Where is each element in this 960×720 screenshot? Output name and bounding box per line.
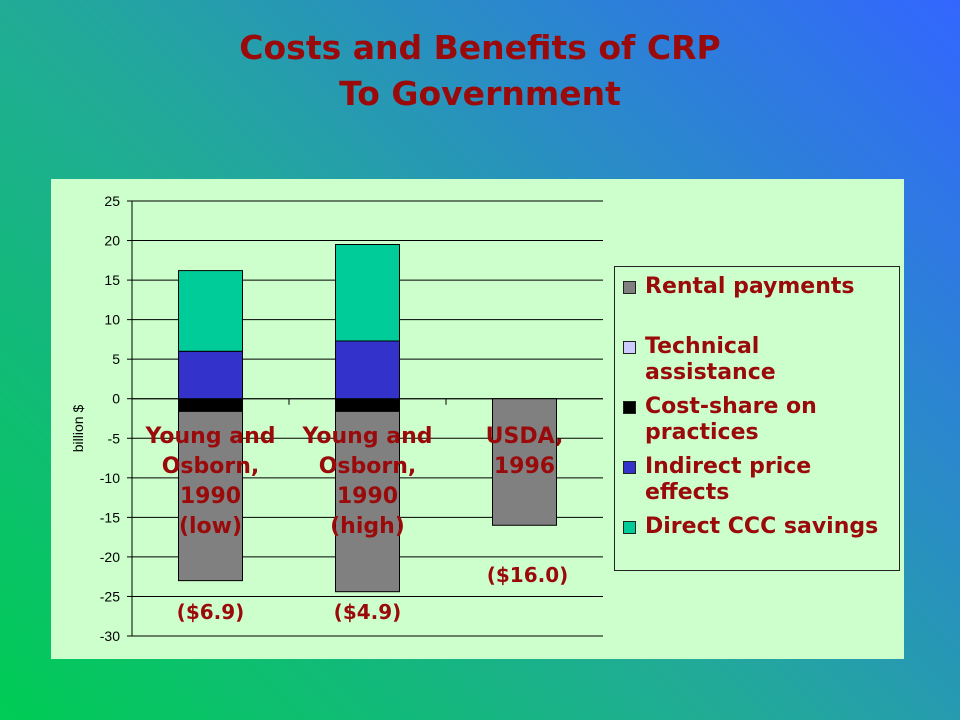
bar-direct-ccc-savings [178, 270, 243, 352]
stacked-bar-chart: 25 20 15 10 5 0 -5 -10 -15 -20 -25 -30 billion $ Youn… [70, 193, 603, 644]
category-label: Young and Osborn, 1990 (high) [301, 424, 432, 539]
legend-swatch [623, 461, 636, 474]
y-tick-label: 15 [104, 272, 120, 288]
bar-cost-share-on [335, 398, 400, 412]
y-tick-label: -30 [100, 628, 120, 644]
legend-swatch [623, 401, 636, 414]
legend-swatch [623, 341, 636, 354]
legend-label: Indirect price effects [645, 454, 812, 505]
y-tick-label: -10 [100, 470, 120, 486]
bar-direct-ccc-savings [335, 244, 400, 342]
slide-title-line-2: To Government [339, 74, 621, 113]
bar-indirect-price [178, 350, 243, 400]
legend-label: Cost-share on practices [645, 394, 817, 445]
legend-swatch [623, 281, 636, 294]
y-tick-label: -5 [108, 430, 121, 446]
y-tick-label: -25 [100, 588, 120, 604]
net-value-label: ($4.9) [334, 600, 402, 624]
slide-title-line-1: Costs and Benefits of CRP [239, 28, 721, 67]
y-tick-label: 0 [112, 391, 120, 407]
chart-panel: 25 20 15 10 5 0 -5 -10 -15 -20 -25 -30 billion $ Youn… [51, 179, 904, 659]
category-label: USDA, 1996 [486, 424, 564, 479]
y-tick-label: -15 [100, 509, 120, 525]
category-label: Young and Osborn, 1990 (low) [144, 424, 275, 539]
y-tick-label: 25 [104, 193, 120, 209]
y-tick-label: 20 [104, 233, 120, 249]
y-tick-label: 5 [112, 351, 120, 367]
bar-rental-payments [335, 410, 400, 593]
bar-indirect-price [335, 340, 400, 400]
bar-cost-share-on [178, 398, 243, 412]
net-value-label: ($6.9) [177, 600, 245, 624]
legend-label: Technical assistance [645, 334, 776, 385]
legend-label: Direct CCC savings [645, 514, 879, 539]
legend-label: Rental payments [645, 274, 855, 299]
y-axis-label: billion $ [70, 405, 86, 453]
legend-swatch [623, 521, 636, 534]
bar-rental-payments [178, 410, 243, 582]
y-tick-label: 10 [104, 312, 120, 328]
y-tick-label: -20 [100, 549, 120, 565]
net-value-label: ($16.0) [487, 563, 569, 587]
bar-rental-payments [492, 398, 557, 526]
chart-legend: Rental payments Technical assistance Cost-… [614, 266, 900, 571]
